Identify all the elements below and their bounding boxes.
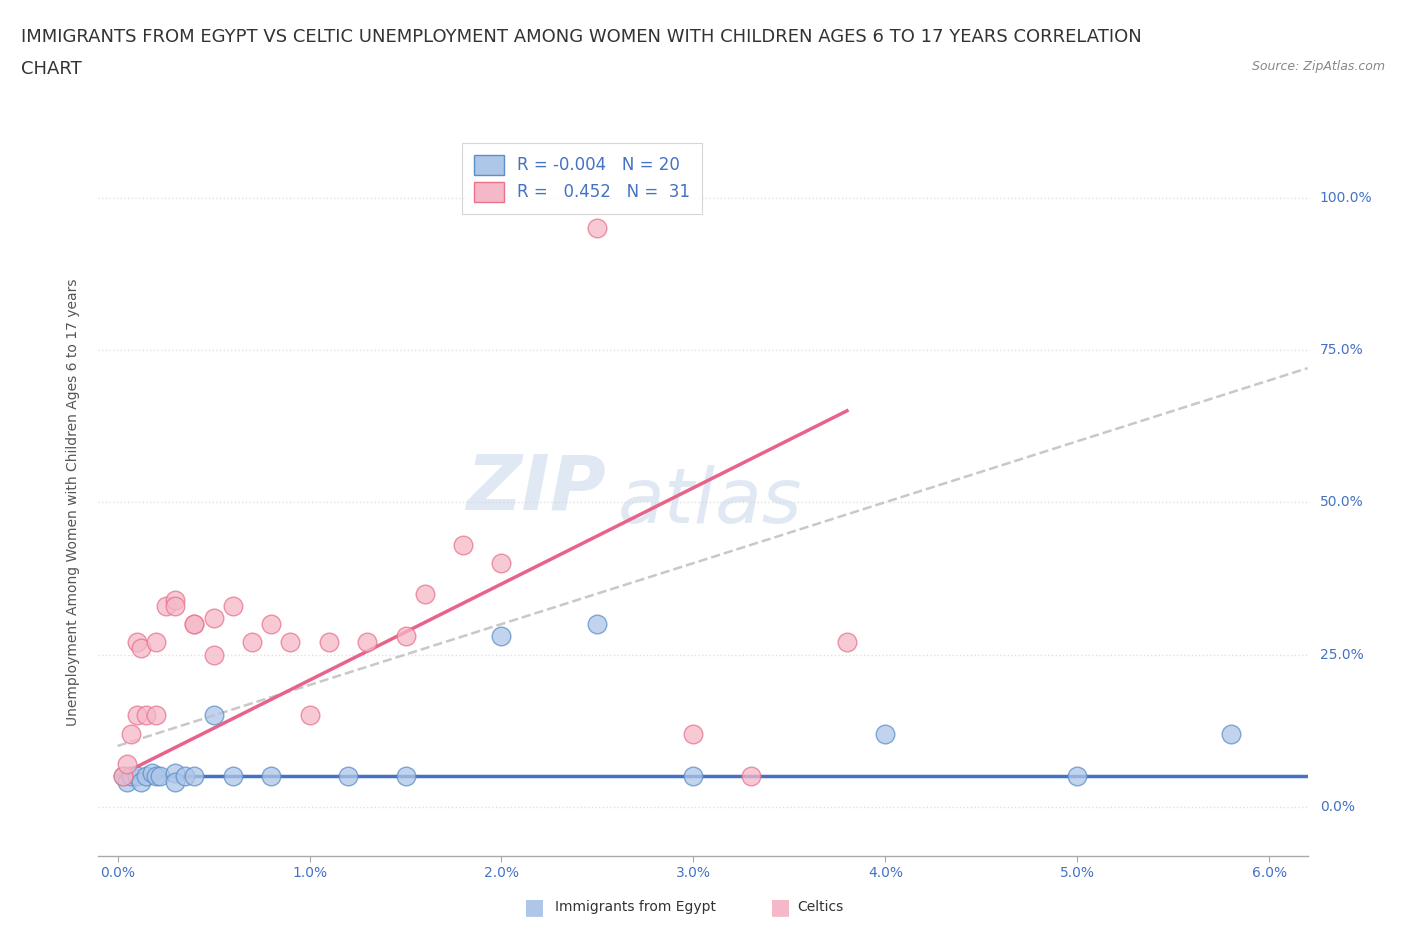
Point [149,769,172,784]
Point [112,769,135,784]
Text: Celtics: Celtics [797,899,844,914]
Point [682,726,704,741]
Point [280,635,302,650]
Text: 50.0%: 50.0% [1320,495,1364,510]
Text: IMMIGRANTS FROM EGYPT VS CELTIC UNEMPLOYMENT AMONG WOMEN WITH CHILDREN AGES 6 TO: IMMIGRANTS FROM EGYPT VS CELTIC UNEMPLOY… [21,28,1142,46]
Text: 0.0%: 0.0% [1320,800,1354,814]
Text: atlas: atlas [619,465,803,539]
Point [145,635,167,650]
Point [740,769,762,784]
Text: 25.0%: 25.0% [1320,647,1364,661]
Point [356,635,378,650]
Point [165,766,187,781]
Point [394,769,416,784]
Text: ■: ■ [770,897,790,917]
Legend: R = -0.004   N = 20, R =   0.452   N =  31: R = -0.004 N = 20, R = 0.452 N = 31 [463,143,702,214]
Point [835,635,858,650]
Point [165,592,187,607]
Point [222,598,245,613]
Point [183,769,205,784]
Point [135,769,157,784]
Point [336,769,359,784]
Y-axis label: Unemployment Among Women with Children Ages 6 to 17 years: Unemployment Among Women with Children A… [66,278,80,726]
Text: Source: ZipAtlas.com: Source: ZipAtlas.com [1251,60,1385,73]
Point [129,641,152,656]
Text: CHART: CHART [21,60,82,78]
Text: Immigrants from Egypt: Immigrants from Egypt [555,899,717,914]
Point [125,769,148,784]
Point [318,635,340,650]
Text: 75.0%: 75.0% [1320,343,1364,357]
Point [586,220,609,235]
Point [298,708,321,723]
Point [491,556,513,571]
Point [413,586,436,601]
Point [1066,769,1088,784]
Point [165,775,187,790]
Point [120,769,142,784]
Point [202,647,225,662]
Text: ■: ■ [524,897,544,917]
Point [451,538,474,552]
Point [183,617,205,631]
Point [586,617,609,631]
Text: 100.0%: 100.0% [1320,191,1372,205]
Point [183,617,205,631]
Point [260,769,283,784]
Point [240,635,263,650]
Point [682,769,704,784]
Point [202,610,225,625]
Point [115,757,138,772]
Point [875,726,897,741]
Point [145,769,167,784]
Point [155,598,177,613]
Point [202,708,225,723]
Point [115,775,138,790]
Point [394,629,416,644]
Point [125,708,148,723]
Point [129,775,152,790]
Point [120,726,142,741]
Point [1219,726,1241,741]
Point [173,769,195,784]
Point [491,629,513,644]
Point [141,766,163,781]
Point [260,617,283,631]
Point [125,635,148,650]
Point [135,708,157,723]
Point [145,708,167,723]
Point [222,769,245,784]
Text: ZIP: ZIP [467,451,606,525]
Point [112,769,135,784]
Point [165,598,187,613]
